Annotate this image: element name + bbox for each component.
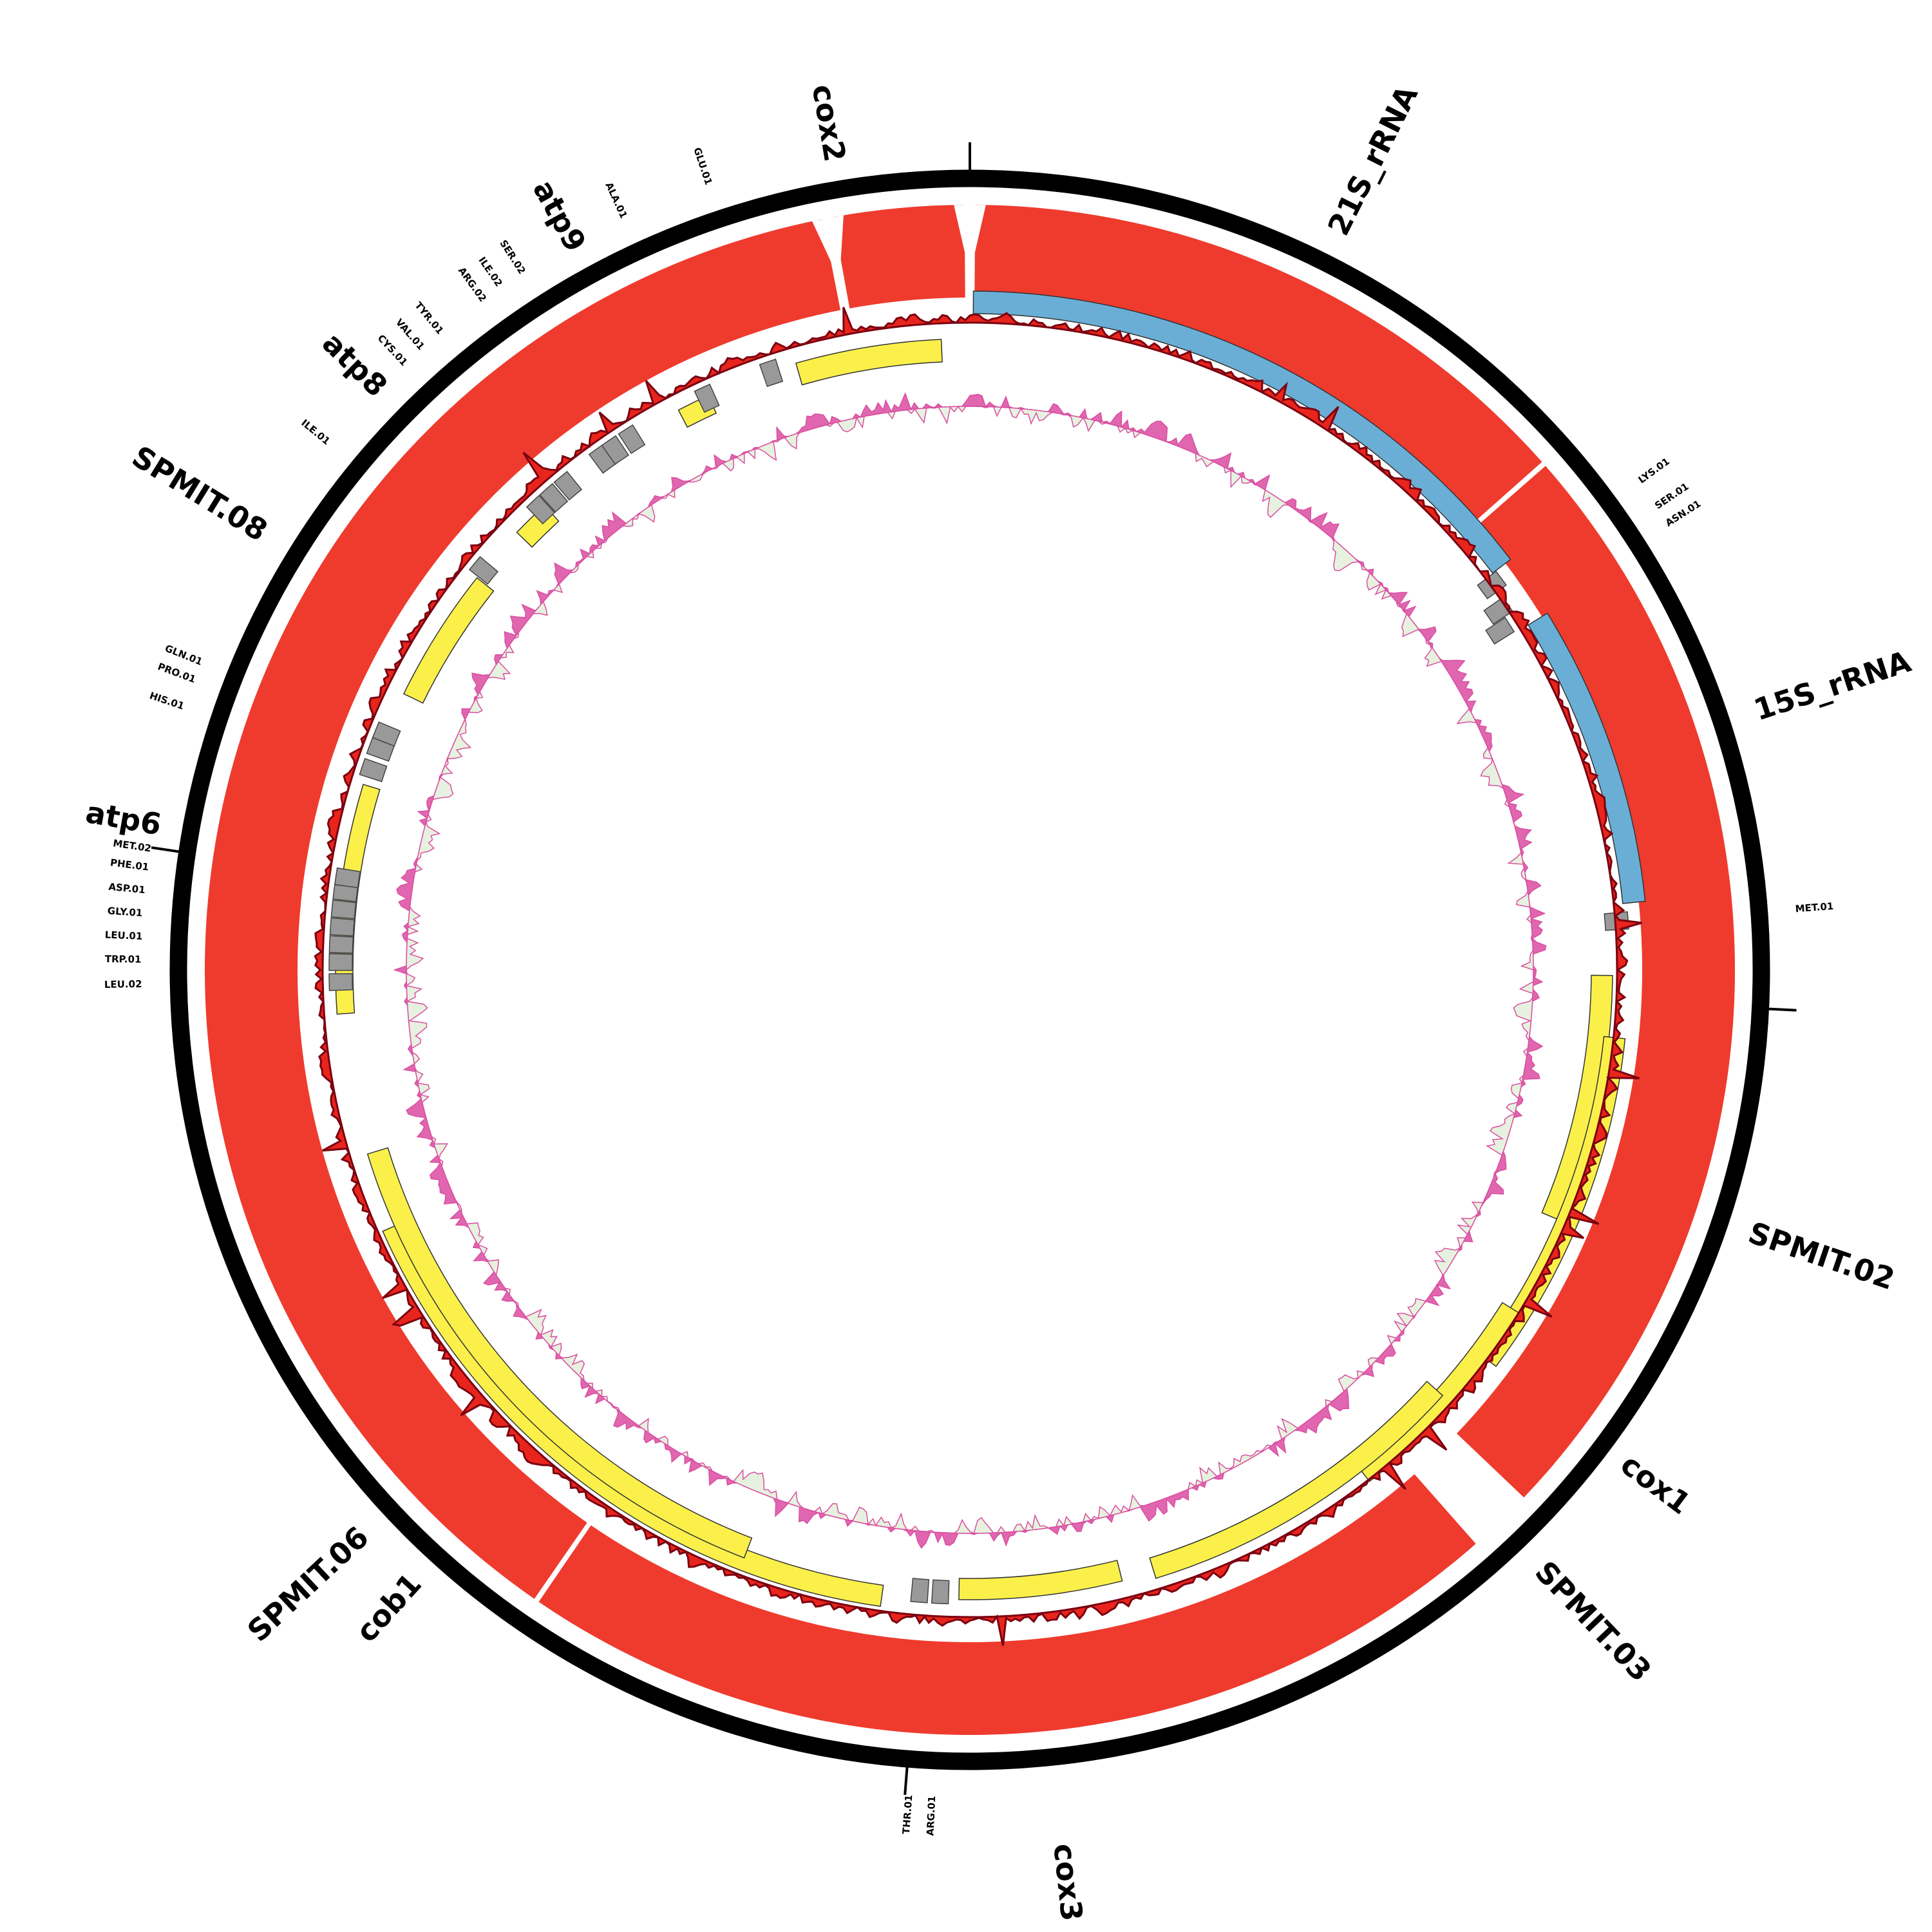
trna-box <box>329 917 355 937</box>
cds-bar <box>366 1147 753 1559</box>
trna-box <box>931 1579 950 1605</box>
trna-box <box>759 358 784 388</box>
trna-box <box>553 471 583 501</box>
trna-box <box>328 953 354 971</box>
trna-box <box>328 935 354 954</box>
skew-track <box>314 307 1642 1646</box>
red-ring-segment <box>538 1474 1476 1735</box>
trna-box <box>359 758 388 782</box>
outer-ring <box>169 169 1770 1770</box>
red-ring-segment <box>1457 466 1735 1498</box>
trna-label: THR.01 <box>900 1794 914 1834</box>
trna-box <box>334 867 361 889</box>
trna-box <box>539 483 569 513</box>
notch <box>954 205 986 274</box>
cds-bar <box>958 1560 1123 1600</box>
gene-label: cox3 <box>1046 1842 1089 1923</box>
rrna-bar <box>972 290 1511 574</box>
tick <box>151 846 179 853</box>
cds-bar <box>795 339 943 386</box>
red-ring-segment <box>974 205 1542 524</box>
red-ring-segment <box>833 205 965 308</box>
trna-box <box>618 424 646 455</box>
trna-box <box>601 435 630 465</box>
trna-box <box>526 495 556 525</box>
trna-box <box>330 899 357 920</box>
tick <box>904 1767 909 1795</box>
notch <box>812 215 844 280</box>
tick <box>1768 1007 1797 1012</box>
tracks <box>151 142 1797 1795</box>
trna-box <box>468 556 499 585</box>
trna-box <box>910 1578 930 1604</box>
trna-label: MET.01 <box>1795 900 1834 914</box>
trna-label: ARG.01 <box>924 1795 938 1836</box>
red-ring-segment <box>205 219 841 1599</box>
notch <box>1441 1449 1477 1486</box>
cds-bar <box>1149 1380 1444 1579</box>
trna-label: LEU.01 <box>104 929 142 942</box>
trna-label: GLY.01 <box>107 905 143 919</box>
rrna-bar <box>1527 612 1646 904</box>
trna-box <box>328 973 354 991</box>
trna-label: TRP.01 <box>105 953 142 965</box>
cds-bar <box>402 577 495 704</box>
trna-label: LEU.02 <box>104 978 142 990</box>
trna-label: ASP.01 <box>108 881 146 896</box>
trna-box <box>694 383 720 413</box>
gc-track-negative <box>405 405 1534 1535</box>
trna-box <box>372 721 401 747</box>
trna-box <box>1485 616 1515 645</box>
